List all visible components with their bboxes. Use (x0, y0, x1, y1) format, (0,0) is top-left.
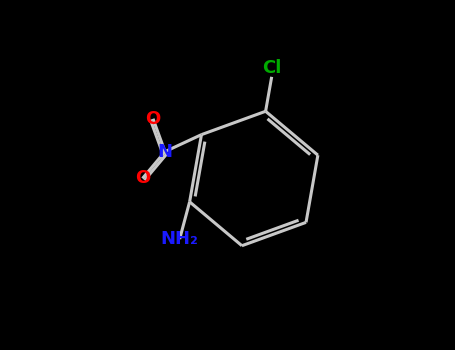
Text: Cl: Cl (262, 59, 281, 77)
Text: N: N (157, 143, 172, 161)
Text: O: O (146, 110, 161, 128)
Text: O: O (135, 169, 150, 188)
Text: NH₂: NH₂ (161, 230, 198, 248)
